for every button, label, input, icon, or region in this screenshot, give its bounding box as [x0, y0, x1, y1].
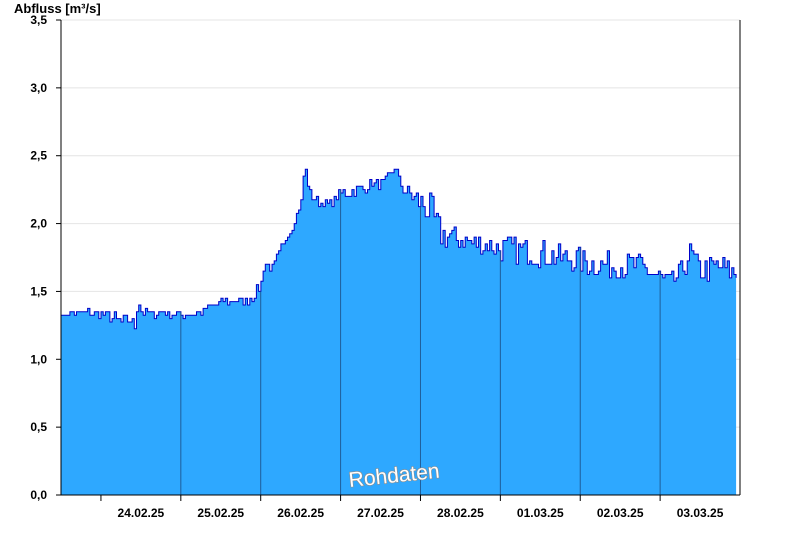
discharge-series	[61, 168, 737, 496]
y-tick-label-4: 2,0	[30, 217, 47, 231]
discharge-line	[61, 168, 737, 330]
x-tick-label-5: 01.03.25	[517, 506, 564, 520]
y-tick-label-2: 1,0	[30, 352, 47, 366]
x-tick-label-3: 27.02.25	[357, 506, 404, 520]
day-separators	[180, 189, 661, 495]
x-tick-label-6: 02.03.25	[597, 506, 644, 520]
y-tick-label-0: 0,0	[30, 488, 47, 502]
y-tick-labels: 0,0 0,5 1,0 1,5 2,0 2,5 3,0 3,5	[30, 13, 47, 502]
x-tick-label-0: 24.02.25	[118, 506, 165, 520]
y-tick-label-1: 0,5	[30, 420, 47, 434]
y-tick-label-3: 1,5	[30, 284, 47, 298]
discharge-area	[61, 169, 737, 496]
x-tick-label-4: 28.02.25	[437, 506, 484, 520]
y-tick-label-7: 3,5	[30, 13, 47, 27]
x-tick-label-1: 25.02.25	[197, 506, 244, 520]
y-axis-title: Abfluss [m³/s]	[14, 1, 101, 16]
axes	[56, 19, 741, 501]
x-tick-label-7: 03.03.25	[677, 506, 724, 520]
x-tick-label-2: 26.02.25	[277, 506, 324, 520]
x-tick-labels: 24.02.25 25.02.25 26.02.25 27.02.25 28.02.25…	[118, 506, 724, 520]
y-tick-label-6: 3,0	[30, 81, 47, 95]
y-tick-label-5: 2,5	[30, 149, 47, 163]
